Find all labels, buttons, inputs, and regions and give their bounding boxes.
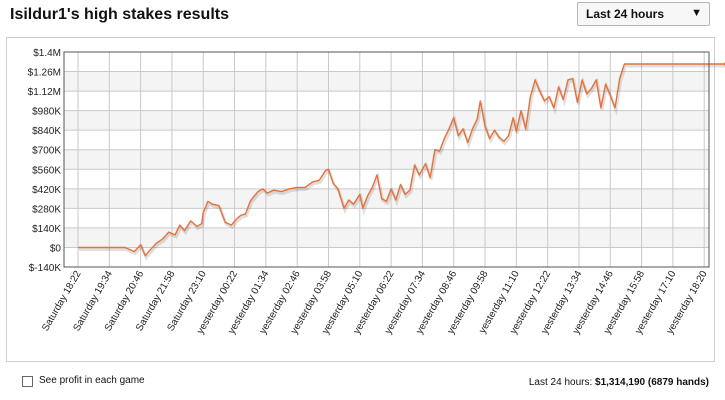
time-range-select[interactable]: Last 24 hours ▼ (577, 2, 710, 26)
results-chart: $-140K $0 $140K $280K $420K $560K $700K $840K $9… (28, 48, 725, 336)
plot-band (64, 149, 709, 170)
plot-band (64, 188, 709, 209)
plot-band (64, 110, 709, 131)
time-range-value: Last 24 hours (586, 7, 665, 21)
plot-area-border (63, 51, 710, 268)
series-line-profit (78, 63, 725, 257)
chevron-down-icon: ▼ (691, 7, 702, 19)
y-tick-label: $420K (32, 185, 61, 196)
y-tick-label: $1.4M (33, 48, 61, 59)
summary-hands: (6879 hands) (647, 377, 709, 388)
page-title: Isildur1's high stakes results (10, 6, 229, 23)
y-tick-label: $700K (32, 146, 61, 157)
y-tick-label: $280K (32, 204, 61, 215)
profit-each-game-checkbox[interactable] (22, 376, 33, 387)
y-tick-label: $560K (32, 165, 61, 176)
y-tick-label: $140K (32, 224, 61, 235)
plot-band (64, 71, 709, 92)
summary-amount: $1,314,190 (595, 377, 646, 388)
y-tick-label: $1.12M (28, 87, 61, 98)
y-tick-label: $-140K (29, 263, 62, 274)
y-tick-label: $840K (32, 126, 61, 137)
y-tick-label: $980K (32, 107, 61, 118)
results-summary: Last 24 hours: $1,314,190 (6879 hands) (529, 377, 709, 388)
y-tick-label: $0 (50, 243, 62, 254)
summary-prefix: Last 24 hours: (528, 377, 593, 388)
profit-each-game-label: See profit in each game (39, 375, 145, 386)
y-tick-label: $1.26M (28, 68, 61, 79)
